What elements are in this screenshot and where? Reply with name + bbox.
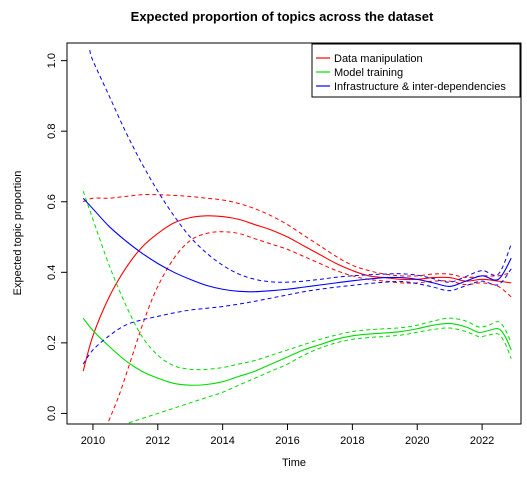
legend: Data manipulation Model training Infrastru…: [311, 43, 521, 98]
y-tick-label: 1.0: [46, 53, 58, 68]
data-manipulation-lower-ci-line: [106, 231, 512, 424]
plot-area: [66, 42, 522, 425]
y-tick-label: 0.2: [46, 335, 58, 350]
data-manipulation-upper-ci-line: [83, 194, 512, 279]
x-axis-title: Time: [282, 457, 306, 469]
x-tick-label: 2012: [146, 435, 170, 447]
infrastructure-lower-ci-line: [82, 268, 512, 365]
x-tick-label: 2022: [470, 435, 494, 447]
data-manipulation-estimate-line: [82, 215, 512, 372]
y-tick-label: 0.4: [46, 265, 58, 280]
model-training-lower-ci-line: [123, 327, 512, 424]
infrastructure-estimate-line: [82, 197, 512, 293]
x-tick-label: 2016: [275, 435, 299, 447]
y-tick-label: 0.8: [46, 124, 58, 139]
x-tick-label: 2010: [81, 435, 105, 447]
model-training-upper-ci-line: [82, 191, 512, 371]
chart-title: Expected proportion of topics across the…: [131, 9, 434, 24]
y-axis-title: Expected topic proportion: [12, 171, 24, 296]
x-tick-label: 2014: [210, 435, 234, 447]
legend-box: [311, 43, 521, 98]
model-training-estimate-line: [82, 317, 512, 386]
series-layer: [82, 49, 512, 424]
legend-label-model-training: Model training: [334, 67, 403, 79]
x-tick-label: 2020: [405, 435, 429, 447]
infrastructure-upper-ci-line: [89, 49, 512, 283]
y-tick-label: 0.0: [46, 406, 58, 421]
x-axis: 2010 2012 2014 2016 2018 2020 2022: [81, 423, 494, 447]
y-axis: 0.0 0.2 0.4 0.6 0.8 1.0: [46, 53, 68, 421]
legend-label-data-manipulation: Data manipulation: [334, 53, 423, 65]
x-tick-label: 2018: [340, 435, 364, 447]
y-tick-label: 0.6: [46, 194, 58, 209]
legend-label-infrastructure: Infrastructure & inter-dependencies: [334, 81, 506, 93]
